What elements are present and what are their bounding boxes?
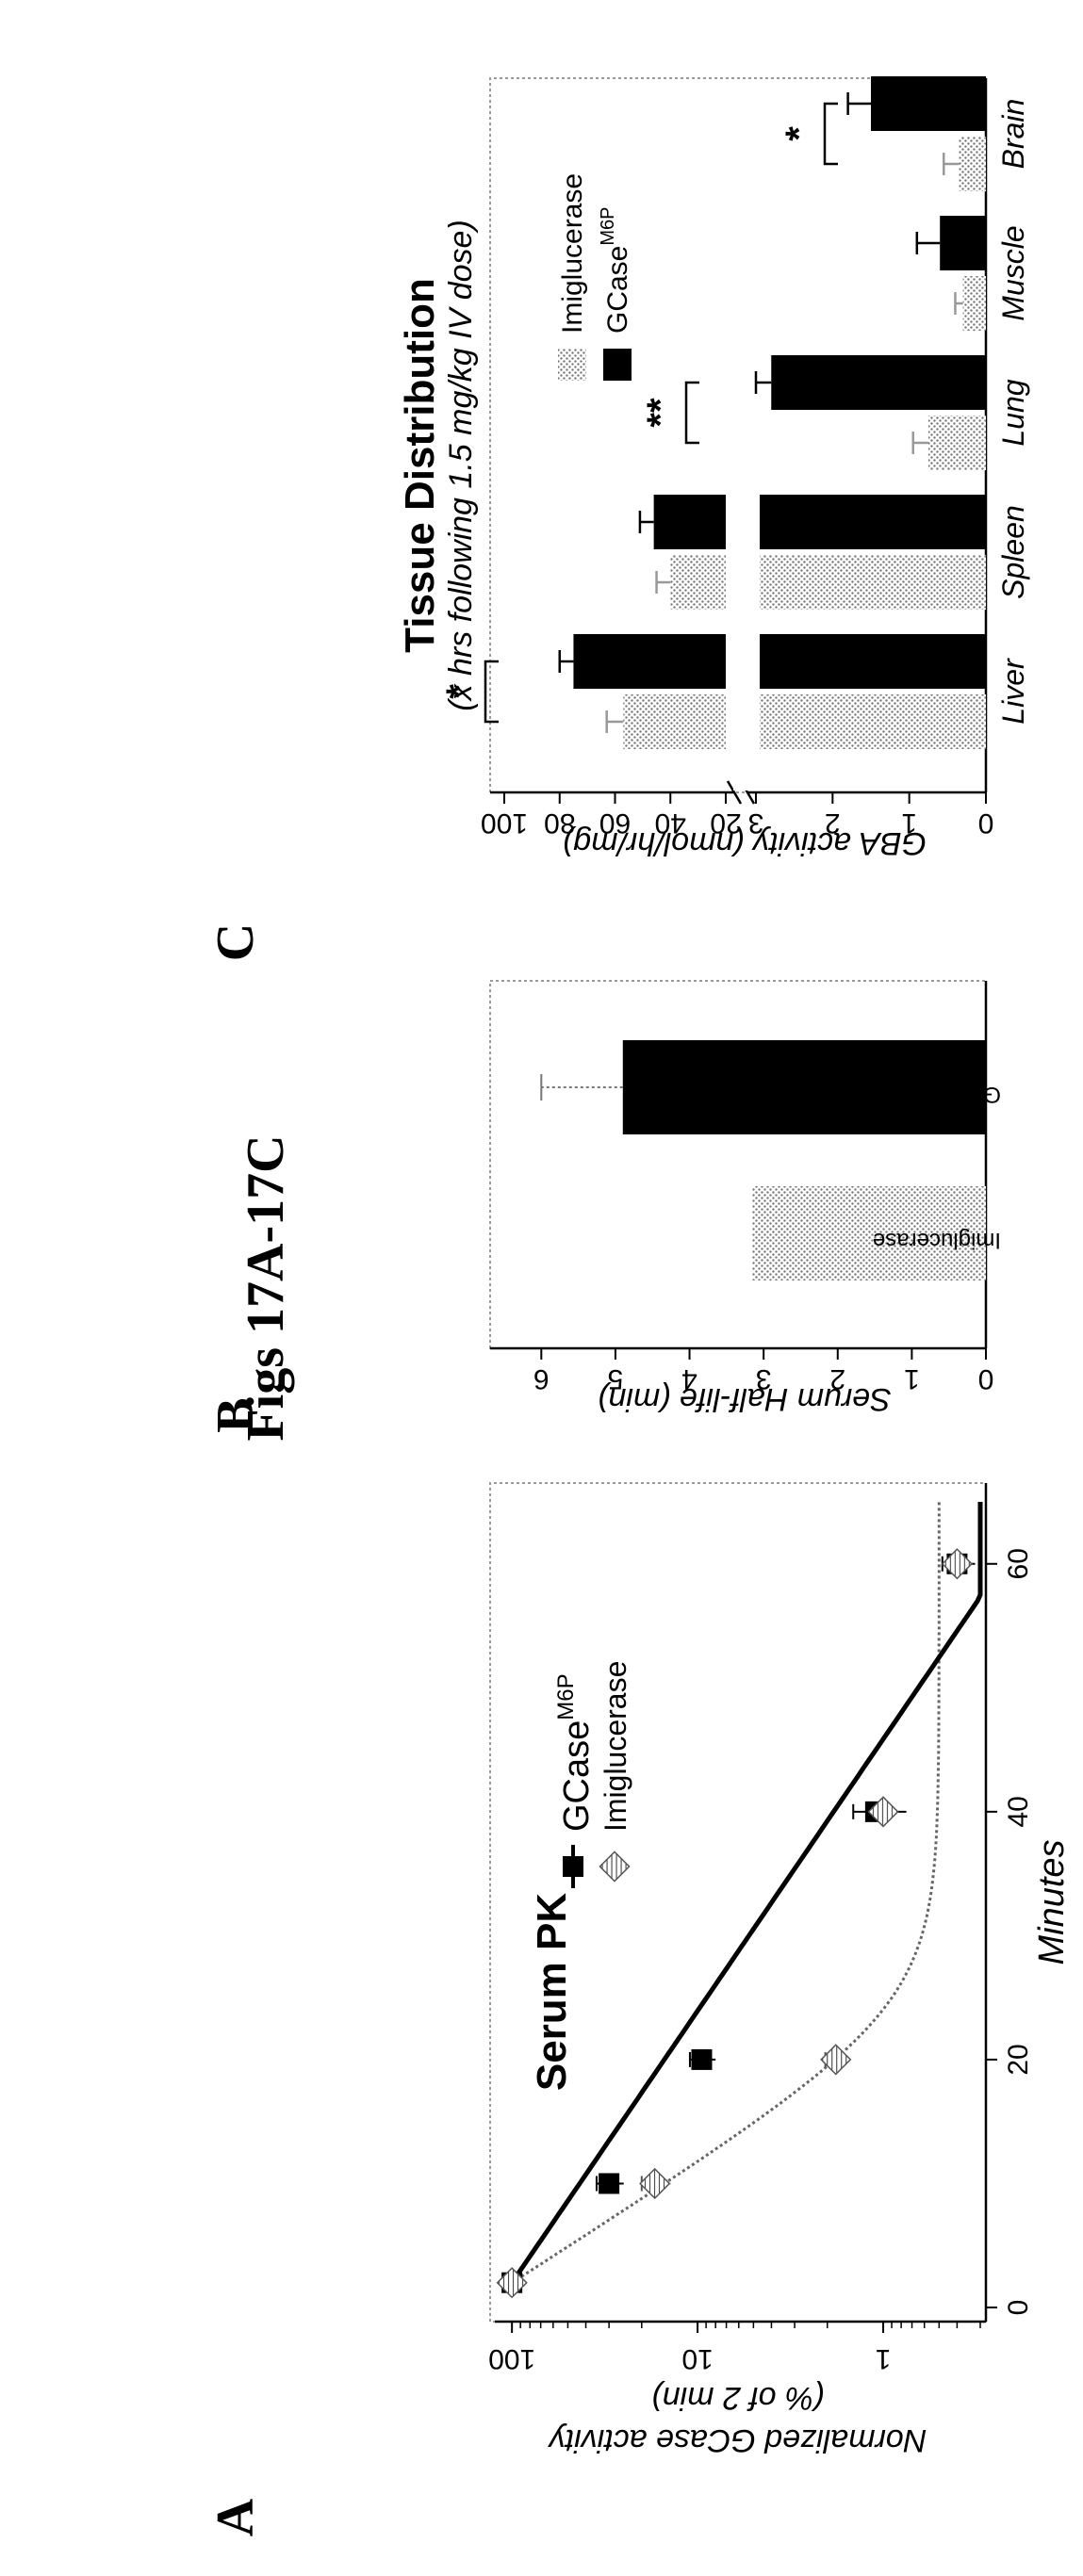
panel-a-x-tick-label: 0 [1003, 2300, 1034, 2316]
legend-marker-gcase [563, 1845, 583, 1888]
panel-b-y-tick-label: 0 [978, 1363, 994, 1394]
panel-c-y-tick-label: 60 [599, 807, 631, 839]
panel-c-title: Tissue Distribution [397, 278, 443, 653]
panel-c-y-tick-label: 3 [748, 807, 764, 839]
panel-c-bar-gcase [760, 495, 986, 549]
panel-c-bar-imiglucerase [670, 555, 726, 610]
legend-swatch-gcase [603, 349, 632, 381]
panel-c-category-label: Muscle [996, 225, 1030, 320]
panel-c-significance-bracket [823, 102, 838, 166]
panel-a-x-tick-label: 40 [1003, 1796, 1034, 1827]
panel-a-title: Serum PK [529, 1893, 575, 2092]
panel-a-curve-gcase [510, 1502, 983, 2285]
panel-c-y-tick-label: 40 [655, 807, 686, 839]
panel-c-significance-label: ** [640, 398, 681, 428]
legend-label-imiglucerase: Imiglucerase [557, 173, 588, 334]
panel-a-y-tick-label: 100 [488, 2343, 535, 2374]
panel-b-axes: 0 1 2 3 4 5 6 [490, 981, 993, 1394]
panel-label-a: A [206, 2498, 265, 2536]
panel-c-bar-gcase [653, 495, 726, 549]
panel-b-y-tick-label: 6 [533, 1363, 550, 1394]
panel-c-significance-bracket [484, 660, 499, 724]
panel-c-bar-imiglucerase [959, 137, 986, 191]
panel-b-y-tick-label: 3 [756, 1363, 772, 1394]
panel-a-x-tick-label: 20 [1003, 2044, 1034, 2075]
panel-b-bar [622, 1040, 986, 1134]
panel-c-y-tick-label: 0 [978, 807, 994, 839]
panel-a-point-gcase [599, 2173, 620, 2194]
panel-c-bar-imiglucerase [760, 555, 986, 610]
legend-swatch-imiglucerase [558, 349, 586, 381]
panel-b-chart: 0 1 2 3 4 5 6 Imiglucerase GCase M6P Serum Half… [489, 980, 1001, 1417]
panel-c-legend: Imiglucerase GCaseM6P [557, 173, 633, 381]
panel-c-bar-gcase [940, 216, 987, 270]
panel-c-y-tick-label: 2 [825, 807, 841, 839]
legend-marker-imiglucerase [599, 1850, 631, 1883]
panel-c-category-label: Liver [996, 658, 1030, 725]
panel-a-y-tick-label: 10 [681, 2343, 713, 2374]
panel-b-bar [752, 1186, 986, 1280]
panel-a-point-imiglucerase [941, 1548, 974, 1580]
panel-a-curve-imiglucerase [511, 1502, 941, 2284]
panel-c-category-label: Spleen [996, 505, 1030, 599]
panel-a-point-imiglucerase [820, 2044, 852, 2076]
panel-c-significance-bracket [684, 381, 699, 445]
legend-label-gcase: GCaseM6P [598, 207, 633, 334]
panel-b-bars: Imiglucerase GCase M6P [540, 1040, 1001, 1280]
panel-c-subtitle: (x hrs following 1.5 mg/kg IV dose) [443, 220, 479, 711]
panel-c-chart: Tissue Distribution (x hrs following 1.5… [397, 76, 1030, 861]
panel-c-y-axis-label: GBA activity (nmol/hr/mg) [563, 825, 927, 861]
panel-c-bar-imiglucerase [623, 694, 726, 749]
panel-c-bar-gcase [771, 355, 986, 410]
panel-c-bar-imiglucerase [928, 416, 986, 470]
panel-a-axes: 0 20 40 60 100 10 1 [488, 1483, 1034, 2374]
panel-a-y-axis-label-units: (% of 2 min) [651, 2380, 824, 2416]
panel-c-significance: **** [439, 102, 838, 724]
panel-c-y-tick-label: 20 [710, 807, 741, 839]
panel-b-category-label: GCase M6P [878, 1082, 1001, 1107]
panel-a-chart: Serum PK 0 20 40 60 100 10 1 GCaseM6P Imigluce… [488, 1482, 1072, 2458]
panel-b-y-tick-label: 4 [681, 1363, 697, 1394]
panel-c-bar-gcase [871, 76, 986, 131]
panel-label-b: B [206, 1397, 265, 1432]
panel-c-category-label: Brain [996, 99, 1030, 170]
panel-a-points [496, 1548, 976, 2299]
panel-a-curves [510, 1502, 983, 2285]
panel-c-bar-imiglucerase [962, 276, 986, 331]
panel-b-y-tick-label: 5 [608, 1363, 624, 1394]
panel-c-bar-gcase [760, 634, 986, 689]
panel-a-point-imiglucerase [867, 1796, 899, 1828]
panel-c-bars: Liver Spleen Lung Muscle Brain [558, 76, 1030, 791]
panel-a-legend: GCaseM6P Imiglucerase [553, 1661, 632, 1888]
panel-a-y-axis-label: Normalized GCase activity [548, 2422, 927, 2458]
legend-label-imiglucerase: Imiglucerase [599, 1661, 632, 1832]
panel-label-c: C [206, 923, 265, 961]
panel-c-bar-imiglucerase [760, 694, 986, 749]
legend-label-gcase: GCaseM6P [553, 1673, 597, 1832]
panel-c-bar-gcase [573, 634, 726, 689]
panel-b-y-tick-label: 1 [904, 1363, 920, 1394]
panel-a-x-tick-label: 60 [1003, 1548, 1034, 1579]
panel-a-y-tick-label: 1 [876, 2343, 892, 2374]
panel-a-point-imiglucerase [496, 2267, 528, 2299]
panel-a-point-imiglucerase [639, 2167, 671, 2200]
panel-b-y-tick-label: 2 [829, 1363, 845, 1394]
panel-a-x-axis-label: Minutes [1032, 1839, 1072, 1965]
panel-c-category-label: Lung [996, 379, 1030, 446]
panel-b-plot-frame [489, 980, 987, 1349]
panel-c-y-tick-label: 100 [481, 807, 528, 839]
panel-c-y-tick-label: 1 [901, 807, 917, 839]
panel-b-y-axis-label: Serum Half-life (min) [598, 1381, 892, 1417]
panel-c-y-tick-label: 80 [544, 807, 575, 839]
panel-c-axis-break-mark [726, 780, 743, 805]
panel-c-significance-label: * [439, 684, 481, 699]
panel-c-significance-label: * [779, 126, 820, 141]
panel-a-point-gcase [691, 2048, 713, 2070]
panel-c-axis-break-gap [733, 79, 748, 791]
figure-title: Figs 17A-17C [237, 1134, 295, 1441]
panel-b-category-label: Imiglucerase [873, 1228, 1001, 1253]
